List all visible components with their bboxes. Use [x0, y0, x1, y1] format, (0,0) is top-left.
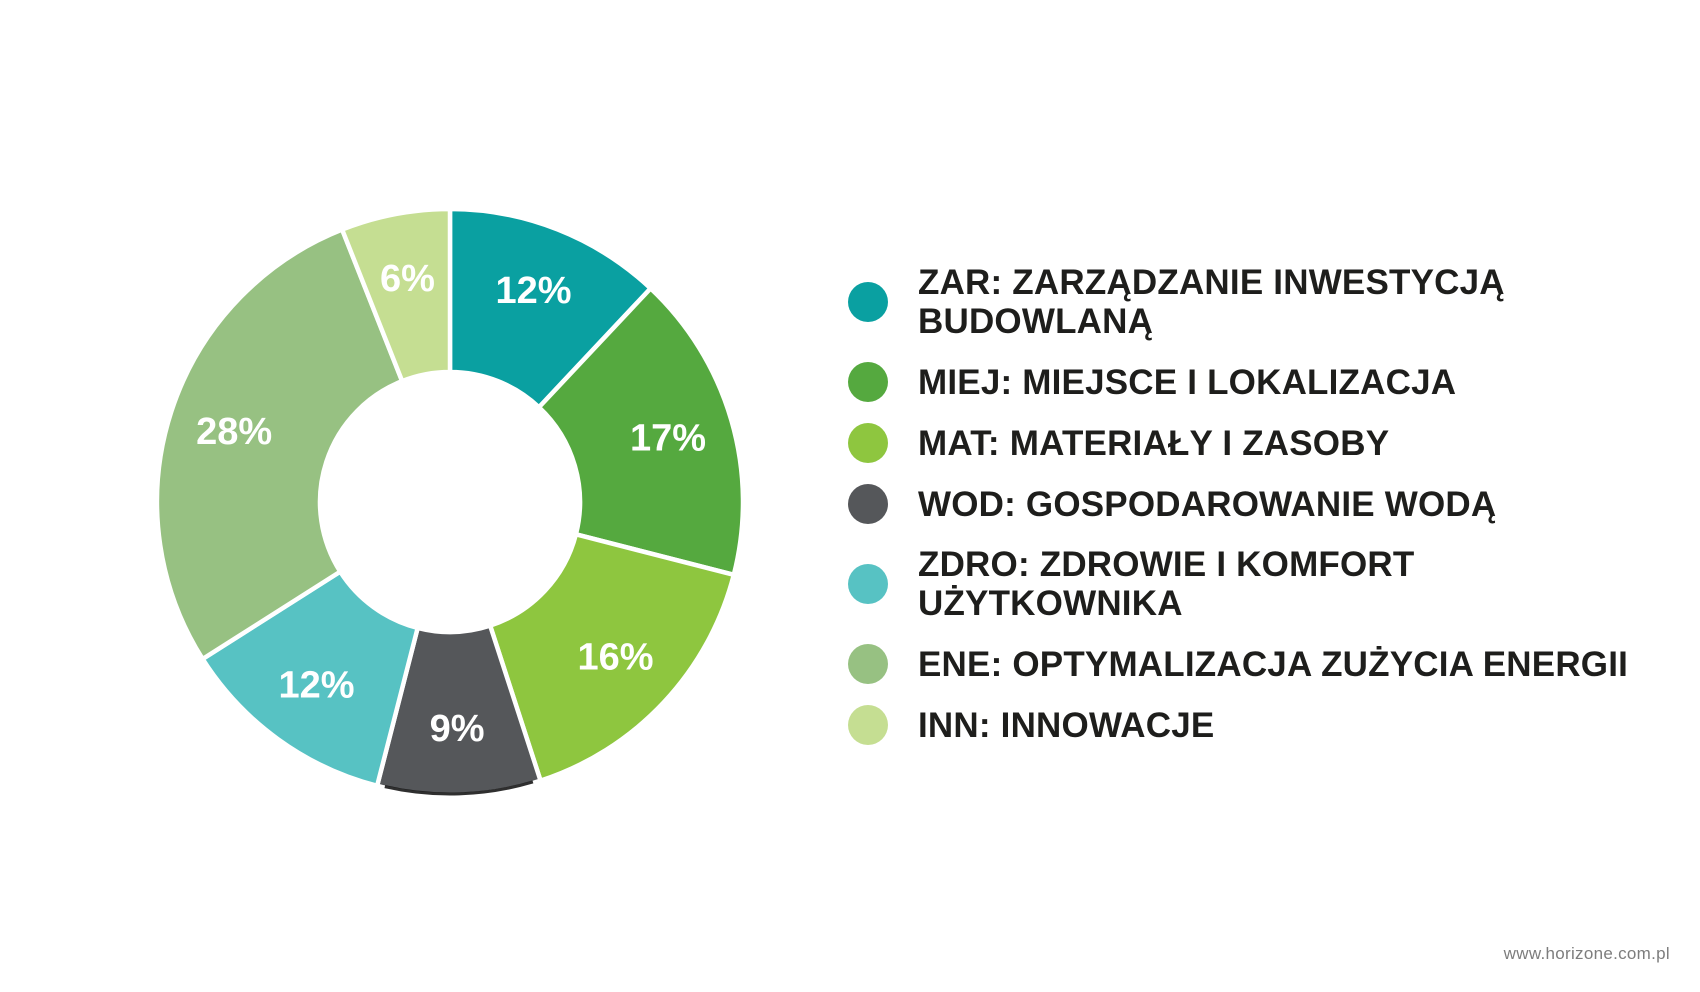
- website-url: www.horizone.com.pl: [1503, 944, 1670, 963]
- donut-slice-miej: [536, 286, 746, 578]
- slice-percent-label-inn: 6%: [380, 258, 435, 300]
- legend-item-ene: ENE: OPTYMALIZACJA ZUŻYCIA ENERGII: [848, 644, 1628, 684]
- donut-slice-ene: [154, 227, 405, 662]
- legend-item-inn: INN: INNOWACJE: [848, 705, 1588, 745]
- legend-swatch-zdro: [848, 564, 888, 604]
- slice-percent-label-ene: 28%: [196, 411, 272, 453]
- slice-dark-outer-edge: [384, 780, 534, 796]
- legend-label-wod: WOD: GOSPODAROWANIE WODĄ: [918, 484, 1497, 524]
- slice-percent-label-zdro: 12%: [279, 665, 355, 707]
- donut-chart: 12% 17% 16% 9% 12% 28% 6%: [154, 206, 746, 798]
- legend-label-miej: MIEJ: MIEJSCE I LOKALIZACJA: [918, 362, 1457, 402]
- legend-swatch-zar: [848, 282, 888, 322]
- slice-percent-label-miej: 17%: [630, 418, 706, 460]
- legend-label-zdro: ZDRO: ZDROWIE I KOMFORT UŻYTKOWNIKA: [918, 545, 1415, 623]
- legend-swatch-ene: [848, 644, 888, 684]
- legend: ZAR: ZARZĄDZANIE INWESTYCJĄ BUDOWLANĄ MIEJ…: [848, 263, 1628, 745]
- legend-swatch-wod: [848, 484, 888, 524]
- legend-item-mat: MAT: MATERIAŁY I ZASOBY: [848, 423, 1588, 463]
- donut-slice-zar: [447, 206, 653, 410]
- slice-percent-label-wod: 9%: [430, 708, 485, 750]
- legend-item-zar: ZAR: ZARZĄDZANIE INWESTYCJĄ BUDOWLANĄ: [848, 263, 1588, 341]
- legend-item-zdro: ZDRO: ZDROWIE I KOMFORT UŻYTKOWNIKA: [848, 545, 1588, 623]
- legend-item-miej: MIEJ: MIEJSCE I LOKALIZACJA: [848, 362, 1588, 402]
- slice-percent-label-zar: 12%: [496, 270, 572, 312]
- legend-swatch-mat: [848, 423, 888, 463]
- donut-slice-mat: [487, 532, 737, 783]
- legend-label-inn: INN: INNOWACJE: [918, 705, 1215, 745]
- legend-label-mat: MAT: MATERIAŁY I ZASOBY: [918, 423, 1390, 463]
- legend-swatch-miej: [848, 362, 888, 402]
- legend-label-zar: ZAR: ZARZĄDZANIE INWESTYCJĄ BUDOWLANĄ: [918, 263, 1505, 341]
- slice-percent-label-mat: 16%: [577, 636, 653, 678]
- donut-slice-inn: [339, 206, 453, 384]
- legend-item-wod: WOD: GOSPODAROWANIE WODĄ: [848, 484, 1588, 524]
- legend-swatch-inn: [848, 705, 888, 745]
- legend-label-ene: ENE: OPTYMALIZACJA ZUŻYCIA ENERGII: [918, 644, 1629, 684]
